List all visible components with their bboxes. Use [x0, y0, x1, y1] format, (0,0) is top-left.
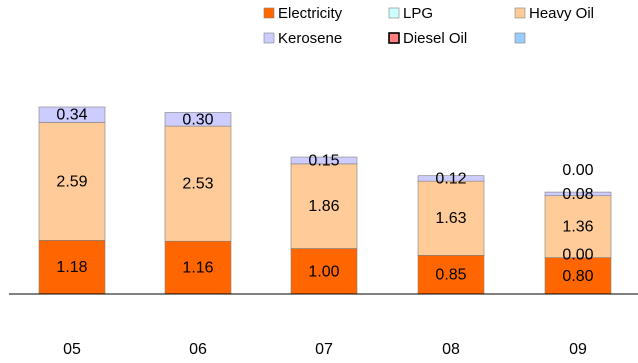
data-label-heavy-oil-06: 2.53: [182, 176, 213, 193]
legend-label-lpg: LPG: [403, 5, 433, 22]
bar-segment-kerosene-06: [164, 112, 232, 127]
legend-label-kerosene: Kerosene: [278, 30, 342, 47]
legend-swatch-unnamed: [514, 32, 526, 44]
bar-segment-heavy-oil-07: [290, 163, 358, 249]
data-label-heavy-oil-05: 2.59: [56, 173, 87, 190]
data-label-kerosene-09: 0.08: [562, 186, 593, 203]
bar-segment-kerosene-09: [544, 191, 612, 197]
data-labels-layer: 1.18 2.59 0.34 1.16 2.53 0.30 1.00 1.86 0.15 0.85…: [56, 107, 593, 285]
bar-segment-electricity-07: [290, 248, 358, 295]
data-label-lpg-09: 0.00: [562, 162, 593, 179]
x-tick-label-05: 05: [63, 341, 81, 358]
x-tick-label-07: 07: [315, 341, 333, 358]
bar-segment-kerosene-08: [417, 175, 485, 182]
legend: Electricity LPG Heavy Oil Kerosene Diesel Oi…: [263, 5, 594, 47]
data-label-electricity-08: 0.85: [435, 267, 466, 284]
data-label-kerosene-06: 0.30: [182, 111, 213, 128]
x-tick-label-06: 06: [189, 341, 207, 358]
data-label-kerosene-08: 0.12: [435, 170, 466, 187]
legend-swatch-diesel-oil: [388, 32, 400, 44]
legend-swatch-heavy-oil: [514, 7, 526, 19]
x-tick-label-08: 08: [442, 341, 460, 358]
bar-segment-kerosene-07: [290, 156, 358, 165]
data-label-kerosene-07: 0.15: [308, 152, 339, 169]
legend-swatch-kerosene: [263, 32, 275, 44]
data-label-electricity-07: 1.00: [308, 263, 339, 280]
data-label-heavy-oil-08: 1.63: [435, 210, 466, 227]
bar-segment-electricity-05: [38, 240, 106, 295]
bar-segment-heavy-oil-05: [38, 122, 106, 241]
data-label-heavy-oil-07: 1.86: [308, 198, 339, 215]
legend-label-electricity: Electricity: [278, 5, 343, 22]
bar-segment-heavy-oil-06: [164, 125, 232, 242]
bar-segment-heavy-oil-08: [417, 180, 485, 256]
bar-segment-kerosene-05: [38, 106, 106, 123]
legend-swatch-lpg: [388, 7, 400, 19]
data-label-electricity-09: 0.80: [562, 268, 593, 285]
data-label-electricity-05: 1.18: [56, 259, 87, 276]
data-label-kerosene-05: 0.34: [56, 107, 87, 124]
legend-swatch-electricity: [263, 7, 275, 19]
legend-label-diesel-oil: Diesel Oil: [403, 30, 467, 47]
data-label-heavy-oil-09: 1.36: [562, 219, 593, 236]
data-label-electricity-06: 1.16: [182, 260, 213, 277]
x-tick-labels-layer: 05 06 07 08 09: [63, 341, 587, 358]
data-label-diesel-oil-09: 0.00: [562, 247, 593, 264]
bars-layer: [38, 106, 612, 295]
bar-segment-electricity-09: [544, 257, 612, 295]
bar-segment-electricity-06: [164, 240, 232, 295]
x-tick-label-09: 09: [569, 341, 587, 358]
bar-segment-heavy-oil-09: [544, 195, 612, 258]
legend-label-heavy-oil: Heavy Oil: [529, 5, 594, 22]
